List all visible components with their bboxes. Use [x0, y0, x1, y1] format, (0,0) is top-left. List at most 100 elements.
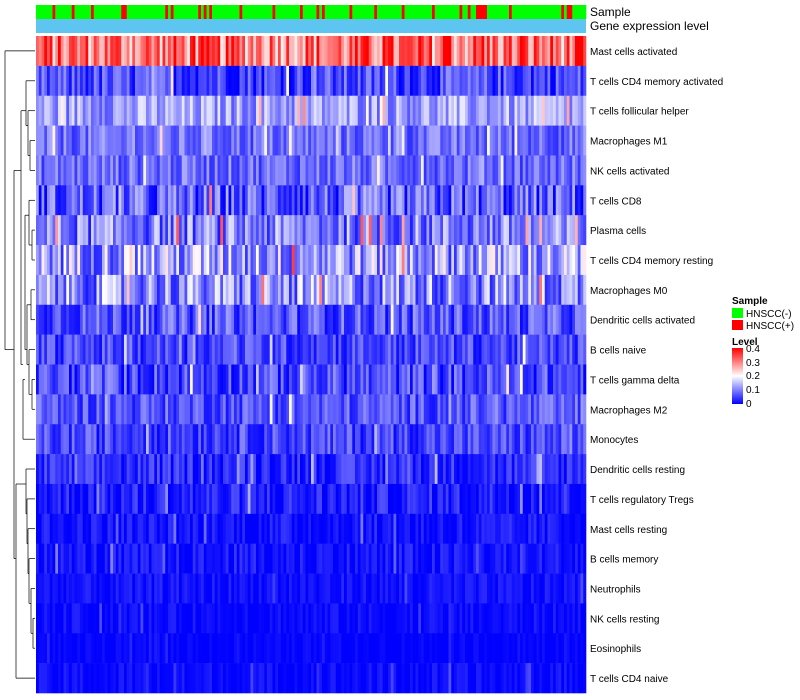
heatmap-cell: [159, 245, 163, 276]
heatmap-cell: [99, 633, 103, 664]
heatmap-cell: [275, 394, 279, 425]
heatmap-cell: [388, 125, 392, 156]
heatmap-cell: [503, 185, 507, 216]
heatmap-cell: [459, 394, 463, 425]
heatmap-cell: [539, 215, 543, 246]
heatmap-cell: [135, 304, 139, 335]
heatmap-cell: [60, 36, 64, 67]
heatmap-cell: [96, 513, 100, 544]
heatmap-cell: [126, 274, 130, 306]
heatmap-cell: [544, 274, 548, 306]
heatmap-cell: [467, 513, 471, 544]
heatmap-cell: [151, 245, 155, 276]
heatmap-cell: [547, 334, 551, 365]
heatmap-cell: [418, 185, 422, 216]
heatmap-cell: [410, 454, 414, 485]
heatmap-cell: [528, 454, 532, 485]
heatmap-cell: [484, 274, 488, 306]
heatmap-cell: [531, 215, 535, 246]
heatmap-cell: [96, 185, 100, 216]
heatmap-cell: [283, 633, 287, 664]
heatmap-cell: [421, 424, 425, 455]
heatmap-cell: [143, 483, 147, 515]
heatmap-cell: [247, 394, 251, 425]
heatmap-cell: [184, 274, 188, 306]
heatmap-cell: [357, 394, 361, 425]
heatmap-cell: [234, 215, 238, 246]
heatmap-cell: [432, 513, 436, 544]
heatmap-cell: [432, 483, 436, 515]
heatmap-cell: [168, 454, 172, 485]
heatmap-cell: [275, 245, 279, 276]
heatmap-cell: [66, 185, 70, 216]
heatmap-cell: [253, 215, 257, 246]
heatmap-cell: [385, 334, 389, 365]
heatmap-cell: [465, 245, 469, 276]
heatmap-cell: [234, 274, 238, 306]
heatmap-cell: [333, 364, 337, 395]
heatmap-cell: [85, 304, 89, 335]
heatmap-cell: [294, 603, 298, 634]
heatmap-cell: [236, 394, 240, 425]
heatmap-cell: [115, 334, 119, 365]
heatmap-cell: [110, 513, 114, 544]
heatmap-cell: [346, 364, 350, 395]
heatmap-cell: [473, 633, 477, 664]
heatmap-cell: [165, 483, 169, 515]
heatmap-cell: [572, 483, 576, 515]
heatmap-cell: [448, 215, 452, 246]
heatmap-cell: [151, 663, 155, 694]
heatmap-cell: [278, 483, 282, 515]
heatmap-cell: [564, 65, 568, 97]
heatmap-cell: [176, 185, 180, 216]
heatmap-cell: [47, 663, 51, 694]
heatmap-cell: [418, 394, 422, 425]
heatmap-cell: [330, 394, 334, 425]
heatmap-cell: [66, 95, 70, 126]
heatmap-cell: [195, 483, 199, 515]
sample-annotation-cell: [99, 5, 103, 19]
heatmap-cell: [313, 573, 317, 604]
sample-annotation-cell: [192, 5, 196, 19]
heatmap-cell: [371, 483, 375, 515]
heatmap-cell: [291, 65, 295, 97]
heatmap-cell: [368, 304, 372, 335]
heatmap-cell: [434, 334, 438, 365]
heatmap-cell: [82, 95, 86, 126]
heatmap-cell: [572, 513, 576, 544]
heatmap-cell: [173, 543, 177, 574]
heatmap-cell: [495, 394, 499, 425]
heatmap-cell: [146, 304, 150, 335]
heatmap-cell: [564, 304, 568, 335]
heatmap-cell: [275, 454, 279, 485]
heatmap-cell: [456, 125, 460, 156]
heatmap-cell: [555, 95, 559, 126]
heatmap-cell: [305, 125, 309, 156]
heatmap-cell: [99, 603, 103, 634]
heatmap-cell: [544, 424, 548, 455]
heatmap-cell: [126, 394, 130, 425]
heatmap-cell: [203, 65, 207, 97]
heatmap-cell: [228, 274, 232, 306]
heatmap-cell: [99, 454, 103, 485]
heatmap-cell: [520, 125, 524, 156]
heatmap-cell: [305, 543, 309, 574]
heatmap-cell: [283, 663, 287, 694]
heatmap-cell: [236, 185, 240, 216]
heatmap-cell: [212, 334, 216, 365]
heatmap-cell: [38, 155, 42, 186]
heatmap-cell: [555, 364, 559, 395]
heatmap-cell: [506, 274, 510, 306]
sample-annotation-cell: [330, 5, 334, 19]
heatmap-cell: [511, 185, 515, 216]
heatmap-cell: [327, 274, 331, 306]
heatmap-cell: [371, 155, 375, 186]
heatmap-cell: [258, 663, 262, 694]
heatmap-cell: [473, 603, 477, 634]
heatmap-cell: [355, 513, 359, 544]
heatmap-cell: [311, 65, 315, 97]
heatmap-cell: [520, 334, 524, 365]
heatmap-cell: [410, 304, 414, 335]
heatmap-cell: [478, 95, 482, 126]
heatmap-cell: [517, 245, 521, 276]
